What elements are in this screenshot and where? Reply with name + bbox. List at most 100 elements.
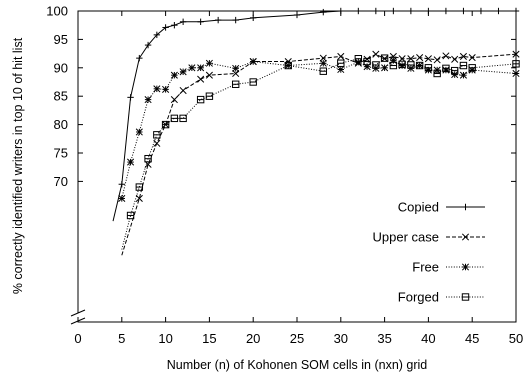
data-point (468, 54, 476, 62)
data-point (118, 181, 125, 188)
data-point (512, 69, 520, 78)
data-point (319, 54, 327, 62)
data-point (250, 14, 257, 22)
data-point (433, 56, 441, 64)
data-point (407, 55, 415, 63)
data-point (468, 64, 476, 72)
data-point (442, 52, 450, 60)
y-tick-label: 70 (54, 174, 68, 189)
y-axis-break-mark-upper (70, 309, 86, 317)
legend-item: Free (412, 260, 485, 275)
legend-item: Forged (398, 290, 485, 305)
data-point (442, 7, 450, 15)
data-point (197, 75, 205, 83)
data-point (319, 67, 327, 75)
data-point (320, 8, 327, 16)
x-axis-title: Number (n) of Kohonen SOM cells in (nxn)… (167, 358, 428, 372)
data-point (170, 96, 178, 104)
y-tick-label: 95 (54, 32, 68, 47)
data-point (451, 55, 459, 63)
data-point (161, 120, 170, 129)
data-point (170, 114, 179, 123)
data-point (162, 85, 170, 93)
data-point (363, 57, 371, 66)
data-point (144, 154, 152, 163)
data-point (197, 64, 205, 72)
x-tick-label: 5 (118, 331, 125, 346)
y-tick-label: 80 (54, 117, 68, 132)
data-point (162, 24, 169, 31)
data-point (196, 95, 205, 104)
series-line (121, 53, 517, 256)
data-point (153, 131, 161, 139)
data-point (205, 92, 214, 100)
data-point (135, 194, 143, 202)
series-forged (121, 54, 520, 250)
data-point (153, 31, 161, 39)
data-point (135, 183, 144, 191)
legend-item: Copied (398, 200, 485, 215)
data-point (381, 64, 389, 72)
series-copied (112, 7, 520, 222)
data-point (372, 7, 380, 15)
x-tick-label: 20 (246, 331, 260, 346)
legend-label: Free (412, 260, 439, 275)
data-point (442, 64, 450, 73)
series-upper-case (121, 50, 520, 256)
x-tick-label: 45 (465, 331, 479, 346)
data-point (179, 18, 187, 25)
data-point (460, 7, 467, 15)
y-tick-label: 90 (54, 60, 68, 75)
data-point (407, 61, 415, 69)
data-point (232, 64, 240, 72)
data-point (319, 59, 327, 67)
data-point (477, 7, 485, 15)
data-point (424, 55, 432, 63)
legend: Copied Upper case Free Forged (373, 200, 485, 305)
legend-label: Upper case (373, 230, 439, 245)
data-point (293, 11, 301, 19)
data-point (205, 59, 213, 67)
series-free (118, 56, 520, 202)
data-point (512, 7, 520, 15)
x-tick-label: 10 (158, 331, 172, 346)
data-point (424, 64, 433, 72)
x-tick-label: 15 (202, 331, 216, 346)
data-point (232, 69, 240, 78)
data-point (415, 61, 424, 70)
data-point (126, 211, 135, 220)
series-line (121, 59, 517, 199)
legend-swatch-marker (461, 293, 470, 301)
data-point (179, 86, 187, 95)
data-point (197, 18, 204, 25)
data-point (284, 61, 292, 70)
legend-swatch-marker (462, 203, 469, 211)
data-point (495, 7, 502, 15)
x-tick-label: 50 (509, 331, 523, 346)
data-point (144, 41, 152, 49)
legend-swatch-marker (461, 233, 470, 241)
data-point (416, 54, 424, 62)
series-line (112, 10, 516, 222)
y-axis-title: % correctly identified writers in top 10… (11, 37, 25, 294)
data-point (153, 85, 161, 93)
data-point (459, 71, 467, 79)
legend-swatch-marker (461, 263, 470, 271)
data-point (153, 139, 161, 147)
y-tick-label: 100 (46, 4, 68, 19)
data-point (442, 66, 450, 74)
y-axis-ticks: 70 75 80 85 90 95 100 (46, 4, 516, 189)
series-line (121, 57, 517, 250)
data-point (127, 158, 135, 166)
data-point (390, 7, 397, 15)
data-point (127, 94, 134, 101)
data-point (355, 7, 362, 15)
x-tick-label: 25 (290, 331, 304, 346)
data-point (398, 60, 406, 69)
data-point (179, 68, 187, 76)
data-point (337, 52, 345, 60)
data-point (459, 61, 468, 70)
data-point (425, 7, 432, 15)
data-point (433, 69, 441, 78)
data-point (372, 61, 380, 69)
